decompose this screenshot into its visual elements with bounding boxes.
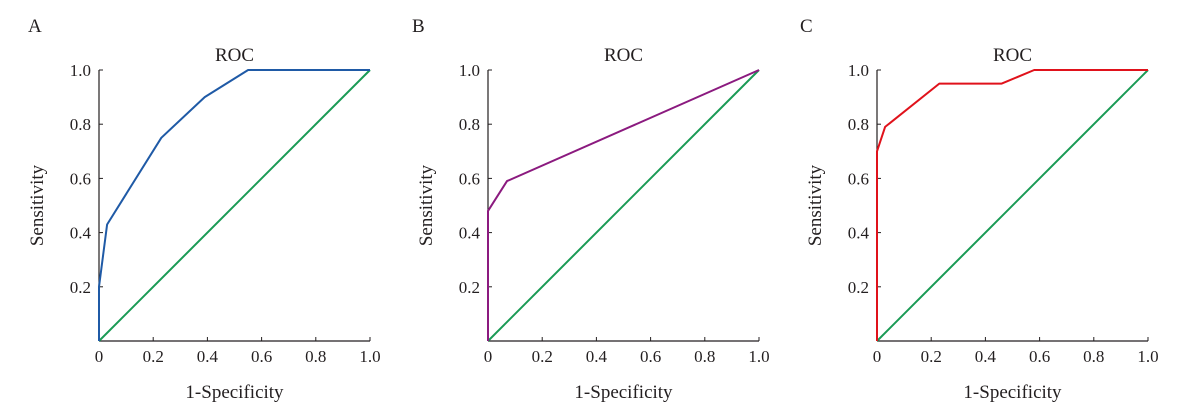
- x-tick-label: 0: [95, 347, 104, 366]
- y-tick-label: 0.4: [70, 224, 92, 243]
- x-tick-label: 0.4: [975, 347, 997, 366]
- y-tick-label: 0.6: [459, 169, 480, 188]
- y-axis-label: Sensitivity: [805, 164, 826, 246]
- roc-panel-c: C ROC 0 0.2 0.4 0.6 0.8 1.0 0.2 0.4 0.6 0.8 1.0 1-Spe…: [800, 16, 1159, 403]
- y-tick-label: 1.0: [848, 61, 869, 80]
- x-tick-label: 0.4: [197, 347, 219, 366]
- x-axis-label: 1-Specificity: [963, 382, 1062, 403]
- y-axis-label: Sensitivity: [416, 164, 437, 246]
- reference-diagonal-line: [876, 69, 1149, 342]
- y-tick-label: 0.6: [848, 169, 869, 188]
- reference-diagonal-line: [487, 69, 760, 342]
- x-tick-label: 0.8: [1083, 347, 1104, 366]
- roc-panel-a: A ROC 0 0.2 0.4 0.6 0.8 1.0 0.2 0.4 0.6 0.8 1.0 1-Spe…: [27, 16, 381, 403]
- panel-letter: C: [800, 16, 813, 37]
- y-tick-label: 0.8: [70, 115, 91, 134]
- panel-letter: B: [412, 16, 425, 37]
- x-tick-label: 0.4: [586, 347, 608, 366]
- y-tick-label: 0.6: [70, 169, 91, 188]
- x-tick-label: 0.2: [143, 347, 164, 366]
- y-tick-label: 0.4: [459, 224, 481, 243]
- x-tick-label: 0.8: [694, 347, 715, 366]
- y-tick-label: 0.2: [459, 278, 480, 297]
- x-tick-label: 0.6: [1029, 347, 1050, 366]
- x-tick-label: 0.2: [532, 347, 553, 366]
- x-tick-label: 0.6: [640, 347, 661, 366]
- roc-curve: [487, 69, 760, 341]
- roc-curve: [98, 69, 370, 341]
- y-tick-label: 1.0: [70, 61, 91, 80]
- x-tick-label: 0: [873, 347, 882, 366]
- y-tick-label: 0.8: [848, 115, 869, 134]
- x-tick-label: 1.0: [748, 347, 769, 366]
- x-tick-label: 0.6: [251, 347, 272, 366]
- chart-title: ROC: [993, 45, 1032, 66]
- reference-diagonal-line: [98, 69, 371, 342]
- x-tick-label: 0: [484, 347, 493, 366]
- y-tick-label: 1.0: [459, 61, 480, 80]
- x-axis-label: 1-Specificity: [574, 382, 673, 403]
- x-tick-label: 0.2: [921, 347, 942, 366]
- x-tick-label: 1.0: [1137, 347, 1158, 366]
- x-tick-label: 0.8: [305, 347, 326, 366]
- x-tick-label: 1.0: [359, 347, 380, 366]
- panel-letter: A: [28, 16, 42, 37]
- chart-title: ROC: [604, 45, 643, 66]
- x-axis-label: 1-Specificity: [185, 382, 284, 403]
- y-axis-label: Sensitivity: [27, 164, 48, 246]
- roc-curve: [876, 69, 1148, 341]
- y-tick-label: 0.2: [70, 278, 91, 297]
- roc-panel-b: B ROC 0 0.2 0.4 0.6 0.8 1.0 0.2 0.4 0.6 0.8 1.0 1-Spe…: [412, 16, 770, 403]
- chart-title: ROC: [215, 45, 254, 66]
- y-tick-label: 0.2: [848, 278, 869, 297]
- y-tick-label: 0.4: [848, 224, 870, 243]
- y-tick-label: 0.8: [459, 115, 480, 134]
